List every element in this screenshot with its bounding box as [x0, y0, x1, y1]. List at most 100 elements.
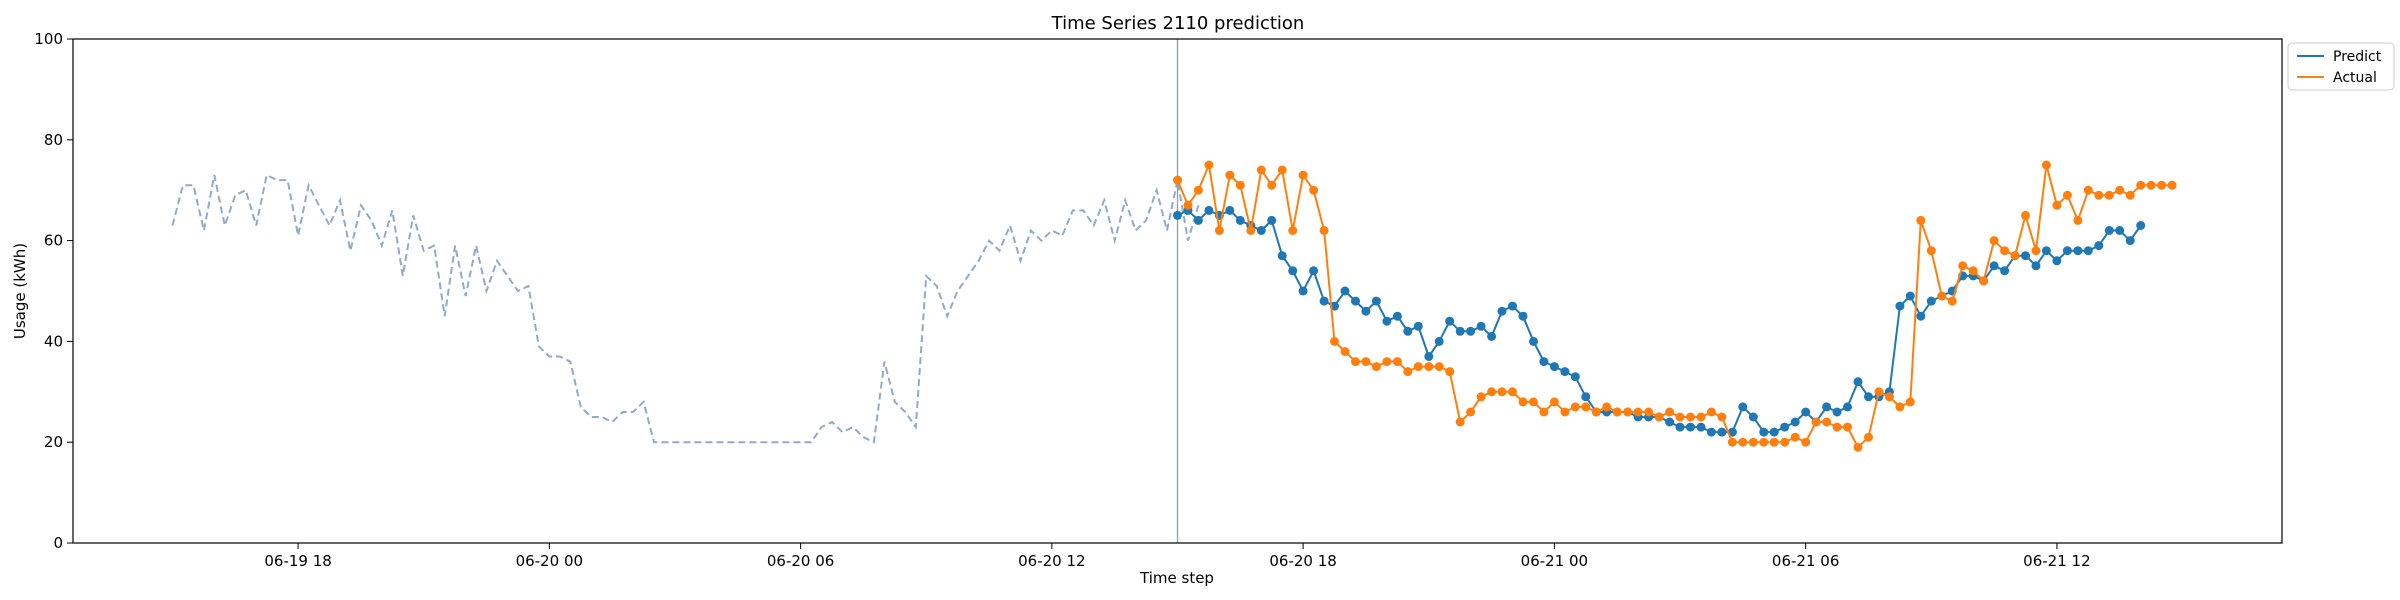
actual-point: [1497, 387, 1507, 397]
actual-point: [1884, 392, 1894, 402]
actual-point: [1288, 226, 1298, 235]
x-tick-label: 06-20 06: [767, 552, 834, 570]
predict-point: [1413, 321, 1423, 331]
actual-point: [1790, 432, 1800, 442]
predict-point: [1298, 286, 1308, 296]
actual-point: [1455, 417, 1465, 427]
predict-point: [1549, 362, 1559, 372]
actual-point: [1675, 412, 1685, 422]
predict-point: [1445, 316, 1455, 326]
predict-point: [1309, 266, 1319, 276]
actual-point: [1319, 226, 1329, 235]
actual-point: [1644, 407, 1654, 417]
y-tick-label: 40: [44, 332, 63, 350]
x-tick-label: 06-20 00: [516, 552, 583, 570]
actual-point: [1518, 397, 1528, 407]
actual-point: [1204, 160, 1214, 170]
legend-box: [2287, 42, 2395, 91]
actual-point: [1602, 402, 1612, 412]
predict-point: [1916, 311, 1926, 321]
x-tick-label: 06-19 18: [264, 552, 331, 570]
actual-point: [2115, 185, 2125, 195]
predict-point: [1843, 402, 1852, 412]
actual-point: [1466, 407, 1476, 417]
predict-point: [1529, 336, 1538, 346]
actual-point: [1309, 185, 1319, 195]
actual-point: [1392, 357, 1402, 367]
predict-point: [1989, 261, 1999, 271]
predict-point: [1769, 427, 1779, 437]
actual-point: [1277, 165, 1287, 175]
actual-point: [2094, 190, 2104, 200]
actual-point: [1246, 226, 1256, 235]
actual-point: [1696, 412, 1706, 422]
legend-actual-label: Actual: [2333, 70, 2377, 86]
plot-frame: [72, 38, 2283, 544]
actual-point: [1183, 200, 1193, 210]
predict-point: [2094, 241, 2104, 251]
actual-point: [1738, 437, 1748, 447]
predict-point: [1759, 427, 1769, 437]
actual-point: [1612, 407, 1622, 417]
predict-point: [1288, 266, 1298, 276]
actual-point: [1633, 407, 1643, 417]
predict-point: [1696, 422, 1706, 432]
actual-line: [1176, 161, 2173, 449]
y-tick-label: 60: [44, 232, 63, 250]
predict-point: [1780, 422, 1790, 432]
legend: Predict Actual: [2287, 42, 2395, 91]
predict-point: [2000, 266, 2010, 276]
actual-point: [1403, 367, 1413, 377]
predict-point: [1801, 407, 1811, 417]
x-tick-label: 06-21 00: [1521, 552, 1588, 570]
actual-point: [1843, 422, 1852, 432]
actual-point: [1413, 362, 1423, 372]
predict-point: [1476, 321, 1486, 331]
predict-point: [2062, 246, 2072, 256]
x-axis-title: Time step: [1139, 569, 1214, 587]
predict-point: [1790, 417, 1800, 427]
actual-point: [2052, 200, 2062, 210]
predict-point: [1895, 301, 1905, 311]
predict-point: [1256, 226, 1266, 235]
actual-point: [1382, 357, 1392, 367]
predict-point: [1497, 306, 1507, 316]
predict-point: [1518, 311, 1528, 321]
y-tick-label: 20: [44, 433, 63, 451]
actual-point: [1549, 397, 1559, 407]
predict-point: [1403, 326, 1413, 336]
actual-point: [1508, 387, 1517, 397]
actual-point: [1193, 185, 1203, 195]
actual-point: [1905, 397, 1915, 407]
predict-point: [1340, 286, 1350, 296]
actual-point: [2073, 215, 2083, 225]
predict-point: [1905, 291, 1915, 301]
actual-point: [1529, 397, 1538, 407]
predict-point: [1382, 316, 1392, 326]
actual-point: [2104, 190, 2114, 200]
actual-point: [1487, 387, 1497, 397]
predict-point: [1926, 296, 1936, 306]
y-tick-label: 100: [34, 30, 63, 48]
predict-point: [1738, 402, 1748, 412]
actual-point: [1371, 362, 1381, 372]
actual-point: [1686, 412, 1695, 422]
actual-point: [1570, 402, 1580, 412]
actual-point: [1654, 412, 1664, 422]
actual-point: [2041, 160, 2051, 170]
actual-point: [1916, 215, 1926, 225]
actual-point: [1926, 246, 1936, 256]
predict-point: [1173, 210, 1182, 220]
predict-point: [1392, 311, 1402, 321]
predict-point: [2052, 256, 2062, 266]
actual-point: [2021, 210, 2030, 220]
actual-point: [1445, 367, 1455, 377]
actual-point: [1989, 236, 1999, 246]
actual-point: [1560, 407, 1570, 417]
predict-point: [2136, 221, 2146, 230]
actual-point: [1340, 347, 1350, 356]
actual-point: [1947, 296, 1957, 306]
actual-point: [2167, 180, 2177, 190]
predict-point: [1706, 427, 1716, 437]
predict-point: [1853, 377, 1863, 387]
